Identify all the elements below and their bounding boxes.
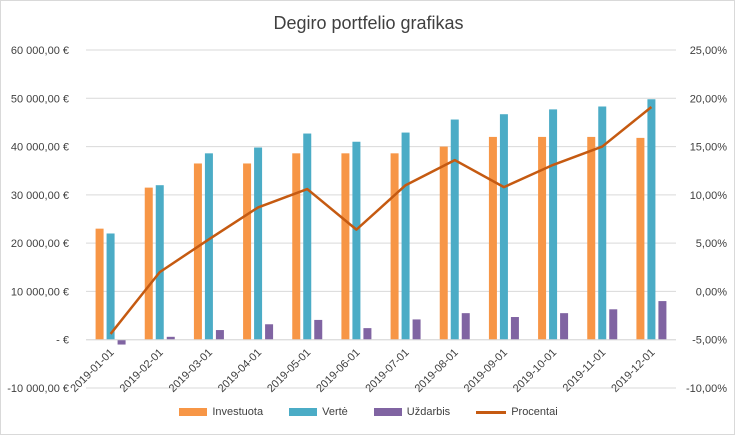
bar-u-darbis bbox=[412, 319, 421, 340]
bar-investuota bbox=[636, 137, 645, 340]
bar-vert- bbox=[549, 109, 558, 340]
legend-swatch bbox=[476, 410, 507, 414]
bar-u-darbis bbox=[215, 330, 224, 340]
bar-investuota bbox=[587, 136, 596, 340]
y2-axis-tick-label: 15,00% bbox=[690, 142, 728, 154]
legend-swatch bbox=[289, 408, 318, 416]
bar-u-darbis bbox=[166, 336, 175, 340]
bar-u-darbis bbox=[461, 313, 470, 340]
bar-investuota bbox=[292, 153, 301, 340]
y-axis-tick-label: -10 000,00 € bbox=[7, 383, 69, 395]
legend-item: Vertė bbox=[289, 406, 348, 418]
x-axis-tick-label: 2019-11-01 bbox=[561, 347, 609, 395]
bar-investuota bbox=[390, 153, 399, 340]
bar-u-darbis bbox=[314, 319, 323, 340]
bar-vert- bbox=[352, 141, 361, 340]
bar-investuota bbox=[538, 136, 547, 340]
bar-vert- bbox=[647, 99, 656, 340]
bar-vert- bbox=[598, 106, 607, 340]
line-procentai bbox=[109, 106, 653, 335]
y2-axis-tick-label: 10,00% bbox=[690, 190, 728, 202]
legend-swatch bbox=[179, 408, 208, 416]
bar-vert- bbox=[204, 153, 213, 340]
chart-title: Degiro portfelio grafikas bbox=[273, 13, 464, 33]
bar-vert- bbox=[303, 133, 312, 340]
bar-u-darbis bbox=[560, 313, 569, 340]
bar-u-darbis bbox=[658, 301, 667, 340]
bar-u-darbis bbox=[609, 309, 618, 340]
bar-investuota bbox=[341, 153, 350, 340]
legend-label: Uždarbis bbox=[406, 406, 451, 418]
y-axis-tick-label: 50 000,00 € bbox=[11, 93, 69, 105]
y-axis-tick-label: - € bbox=[56, 335, 69, 347]
legend-label: Procentai bbox=[511, 406, 558, 418]
y-axis-tick-label: 40 000,00 € bbox=[11, 142, 69, 154]
bar-vert- bbox=[499, 114, 508, 340]
y2-axis-tick-label: 25,00% bbox=[690, 45, 728, 57]
bar-investuota bbox=[439, 146, 448, 340]
y2-axis-tick-label: 0,00% bbox=[696, 286, 727, 298]
bar-vert- bbox=[254, 147, 263, 340]
legend: Investuota Vertė Uždarbis Procentai bbox=[1, 406, 734, 418]
y2-axis-tick-label: 5,00% bbox=[696, 238, 727, 250]
bar-vert- bbox=[450, 119, 459, 340]
y2-axis-tick-label: -5,00% bbox=[692, 335, 727, 347]
bar-investuota bbox=[144, 187, 153, 340]
bar-u-darbis bbox=[510, 317, 519, 340]
y-axis-tick-label: 30 000,00 € bbox=[11, 190, 69, 202]
legend-item: Investuota bbox=[179, 406, 263, 418]
bar-investuota bbox=[95, 228, 104, 340]
legend-swatch bbox=[373, 408, 402, 416]
bar-u-darbis bbox=[265, 324, 274, 340]
y-axis-tick-label: 10 000,00 € bbox=[11, 286, 69, 298]
bar-vert- bbox=[106, 233, 115, 340]
legend-label: Vertė bbox=[322, 406, 348, 418]
legend-item: Procentai bbox=[476, 406, 558, 418]
y-axis-tick-label: 20 000,00 € bbox=[11, 238, 69, 250]
bar-vert- bbox=[401, 132, 410, 340]
y-axis-tick-label: 60 000,00 € bbox=[11, 45, 69, 57]
bar-investuota bbox=[488, 136, 497, 340]
bar-u-darbis bbox=[117, 339, 126, 345]
bar-investuota bbox=[243, 163, 252, 340]
legend-item: Uždarbis bbox=[373, 406, 451, 418]
bar-vert- bbox=[155, 185, 164, 340]
legend-label: Investuota bbox=[212, 406, 264, 418]
y2-axis-tick-label: 20,00% bbox=[690, 93, 728, 105]
y2-axis-tick-label: -10,00% bbox=[686, 383, 727, 395]
bar-u-darbis bbox=[363, 328, 372, 340]
bar-investuota bbox=[193, 163, 202, 340]
